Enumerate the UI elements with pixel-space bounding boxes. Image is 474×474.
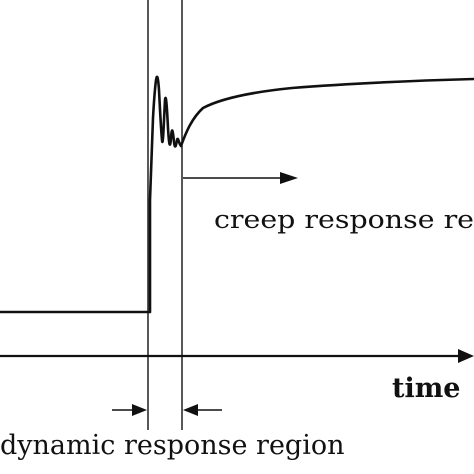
dynamic-arrow-left-head bbox=[132, 404, 147, 416]
response-curve bbox=[0, 75, 474, 314]
creep-arrow-head bbox=[280, 172, 298, 184]
creep-response-label: creep response re bbox=[214, 205, 474, 234]
time-axis-label: time bbox=[392, 373, 460, 404]
dynamic-response-label: dynamic response region bbox=[0, 430, 345, 461]
time-axis-arrowhead bbox=[458, 349, 474, 363]
dynamic-arrow-right-head bbox=[183, 404, 198, 416]
